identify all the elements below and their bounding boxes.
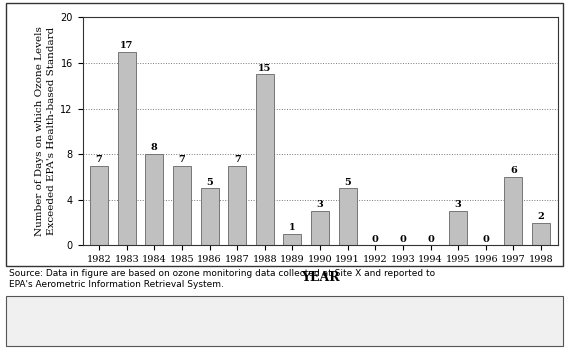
Bar bbox=[173, 166, 191, 245]
Text: 1: 1 bbox=[289, 223, 296, 232]
Text: 0: 0 bbox=[483, 235, 489, 244]
Bar bbox=[201, 188, 218, 245]
Text: 5: 5 bbox=[344, 177, 351, 187]
Text: 2: 2 bbox=[538, 212, 545, 221]
Text: 0: 0 bbox=[399, 235, 406, 244]
Text: 17: 17 bbox=[120, 41, 133, 50]
Y-axis label: Number of Days on which Ozone Levels
Exceeded EPA's Health-based Standard: Number of Days on which Ozone Levels Exc… bbox=[35, 26, 56, 236]
Bar bbox=[283, 234, 302, 245]
Text: 15: 15 bbox=[258, 64, 271, 73]
Bar bbox=[449, 211, 467, 245]
Text: 0: 0 bbox=[427, 235, 434, 244]
Text: Number of Exceedances of EPA's Health-based Ozone Standard at Site X since 1982: Number of Exceedances of EPA's Health-ba… bbox=[6, 324, 563, 337]
Bar bbox=[339, 188, 357, 245]
Bar bbox=[118, 52, 135, 245]
Bar bbox=[505, 177, 522, 245]
Text: 5: 5 bbox=[206, 177, 213, 187]
Text: Source: Data in figure are based on ozone monitoring data collected at Site X an: Source: Data in figure are based on ozon… bbox=[9, 269, 435, 290]
Bar bbox=[311, 211, 329, 245]
Bar bbox=[145, 154, 163, 245]
Text: 3: 3 bbox=[455, 200, 461, 209]
Text: 7: 7 bbox=[96, 155, 102, 164]
Text: 3: 3 bbox=[317, 200, 323, 209]
Bar bbox=[90, 166, 108, 245]
Text: 8: 8 bbox=[151, 143, 158, 152]
Bar bbox=[228, 166, 246, 245]
Text: 6: 6 bbox=[510, 166, 517, 175]
Text: 7: 7 bbox=[179, 155, 185, 164]
Bar bbox=[532, 223, 550, 245]
X-axis label: YEAR: YEAR bbox=[301, 271, 339, 284]
Text: Figure 5-2. Example Use of a Chart to Display Data: |: Figure 5-2. Example Use of a Chart to Di… bbox=[109, 304, 460, 317]
Text: 7: 7 bbox=[234, 155, 241, 164]
Text: 0: 0 bbox=[372, 235, 379, 244]
Bar bbox=[256, 74, 274, 245]
